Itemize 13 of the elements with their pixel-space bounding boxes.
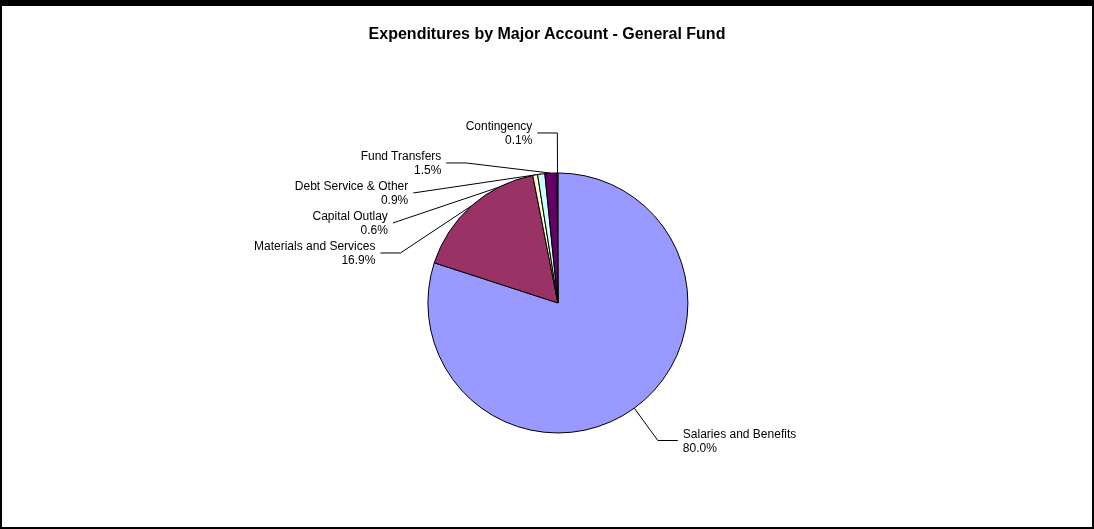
slice-label: Capital Outlay <box>312 208 388 223</box>
data-label: 0.6% <box>360 222 389 237</box>
data-label: 0.9% <box>380 192 409 207</box>
chart-title: Expenditures by Major Account - General Fund <box>368 24 726 42</box>
slice-label: Salaries and Benefits <box>682 426 797 441</box>
slice-label: Fund Transfers <box>360 148 442 163</box>
slice-label: Contingency <box>465 118 533 133</box>
data-label: 0.1% <box>505 132 533 147</box>
data-label: 1.5% <box>414 162 442 177</box>
data-label: 16.9% <box>341 252 376 267</box>
slice-label: Debt Service & Other <box>294 178 409 193</box>
slice-label: Materials and Services <box>254 238 376 253</box>
data-label: 80.0% <box>682 440 718 455</box>
